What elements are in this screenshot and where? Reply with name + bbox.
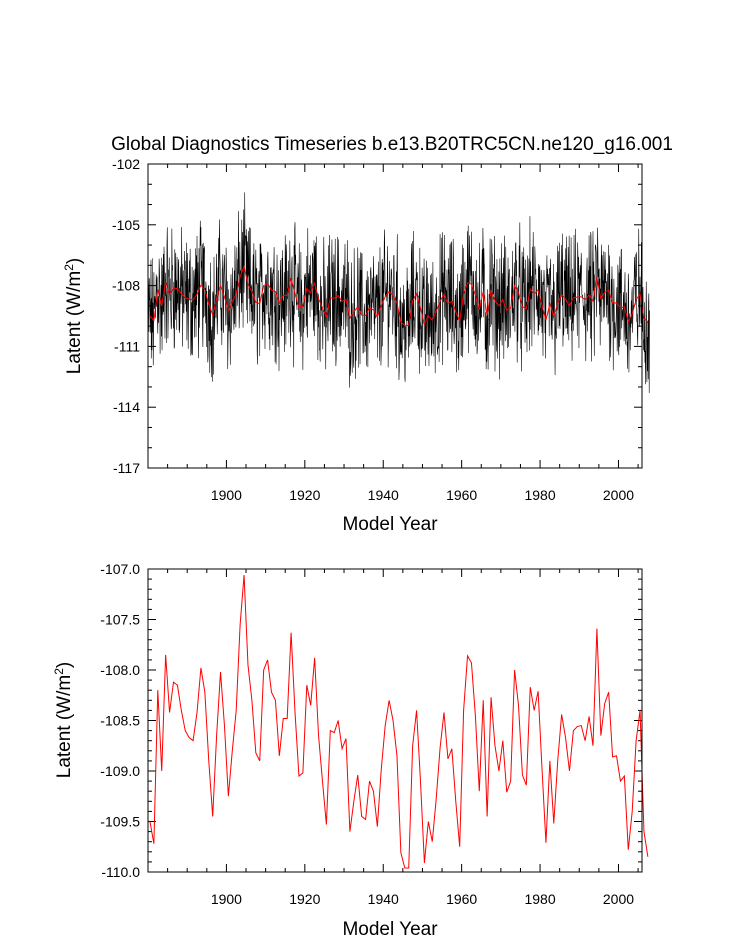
- bottom-ytick-label: -109.5: [100, 814, 140, 830]
- top-panel-frame: [147, 163, 643, 469]
- bottom-ytick-label: -107.5: [100, 612, 140, 628]
- bottom-ytick-label: -109.0: [100, 763, 140, 779]
- top-panel-annual-line: [149, 264, 649, 326]
- bottom-panel-lines: [149, 575, 649, 869]
- bottom-ytick-label: -108.0: [100, 662, 140, 678]
- top-ytick-label: -108: [112, 278, 140, 294]
- bottom-xtick-label: 1960: [446, 891, 477, 907]
- chart-title: Global Diagnostics Timeseries b.e13.B20T…: [111, 134, 673, 155]
- top-ytick-label: -117: [113, 460, 140, 476]
- top-ytick-label: -102: [112, 156, 140, 172]
- bottom-panel-ylabel-text: Latent (W/m: [54, 675, 75, 778]
- bottom-panel-frame: [147, 568, 643, 873]
- bottom-panel-annual-line: [149, 575, 649, 869]
- bottom-ytick-label: -108.5: [100, 713, 140, 729]
- top-xtick-label: 1960: [446, 487, 477, 503]
- bottom-xtick-label: 1900: [211, 891, 242, 907]
- top-panel-ylabel-close: ): [64, 258, 85, 264]
- top-xtick-label: 1920: [289, 487, 320, 503]
- top-panel-ylabel-sup: 2: [62, 264, 76, 271]
- bottom-panel-xlabel: Model Year: [342, 919, 438, 940]
- top-panel: 1900 1920 1940 1960 1980 2000 -102 -105 -108 -111…: [62, 156, 650, 535]
- top-panel-lines: [147, 192, 650, 394]
- bottom-ytick-label: -107.0: [100, 561, 140, 577]
- bottom-ytick-label: -110.0: [101, 864, 140, 880]
- top-panel-monthly-line: [147, 192, 650, 394]
- bottom-panel-ylabel: Latent (W/m2): [52, 662, 75, 779]
- top-xtick-label: 1940: [368, 487, 399, 503]
- top-panel-ylabel-text: Latent (W/m: [64, 271, 85, 374]
- top-ytick-label: -105: [112, 217, 140, 233]
- top-xtick-label: 1980: [524, 487, 555, 503]
- top-ytick-label: -114: [113, 399, 140, 415]
- bottom-panel-ylabel-close: ): [54, 662, 75, 668]
- bottom-xtick-label: 1920: [289, 891, 320, 907]
- top-panel-ylabel: Latent (W/m2): [62, 258, 85, 375]
- top-xtick-label: 2000: [603, 487, 634, 503]
- top-xtick-label: 1900: [211, 487, 242, 503]
- bottom-panel: 1900 1920 1940 1960 1980 2000 -107.0 -107.5 -108…: [52, 561, 649, 940]
- top-panel-xlabel: Model Year: [342, 514, 438, 535]
- top-panel-ticks: 1900 1920 1940 1960 1980 2000 -102 -105 -108 -111…: [112, 156, 642, 503]
- bottom-panel-ylabel-sup: 2: [52, 668, 66, 675]
- bottom-panel-ticks: 1900 1920 1940 1960 1980 2000 -107.0 -107.5 -108…: [100, 561, 642, 907]
- bottom-xtick-label: 1980: [524, 891, 555, 907]
- bottom-xtick-label: 2000: [603, 891, 634, 907]
- bottom-xtick-label: 1940: [368, 891, 399, 907]
- top-ytick-label: -111: [114, 338, 140, 354]
